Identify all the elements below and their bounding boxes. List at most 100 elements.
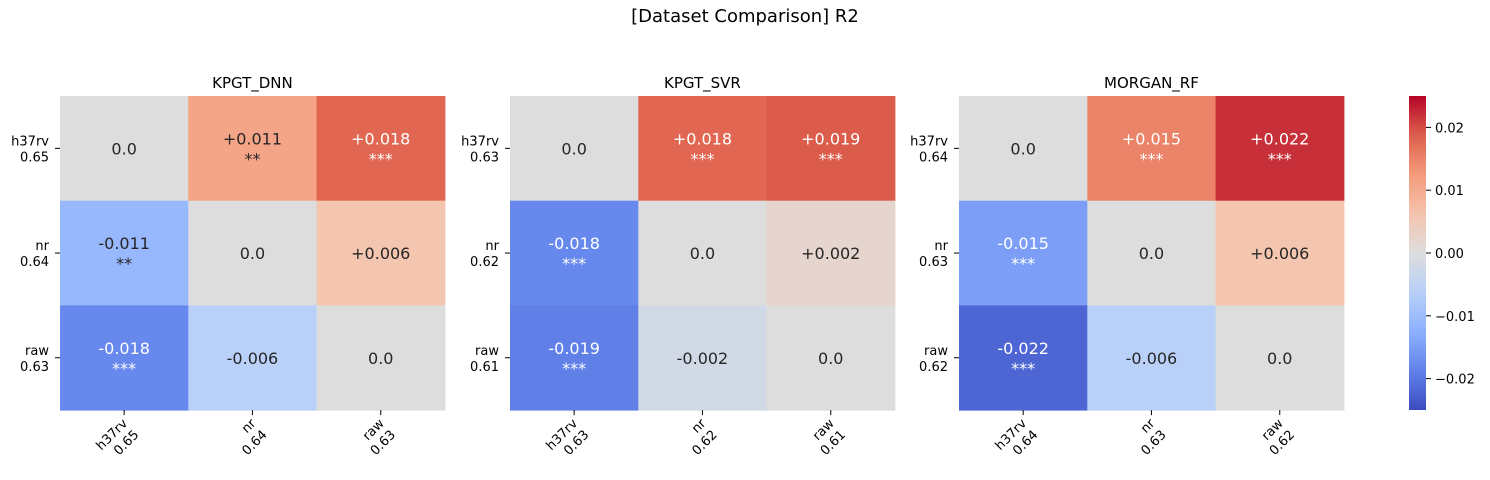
cell-label: 0.0 [561, 139, 586, 158]
heatmap-cell [316, 305, 446, 411]
significance-label: *** [1268, 149, 1292, 168]
y-tick-value: 0.65 [20, 150, 49, 165]
y-tick-value: 0.63 [919, 255, 948, 270]
cell-label: 0.0 [111, 139, 136, 158]
heatmap-cell [316, 200, 446, 306]
cell-label: +0.006 [351, 244, 410, 263]
heatmap-cell [638, 200, 768, 306]
y-tick-value: 0.64 [919, 150, 948, 165]
y-tick-label: raw [924, 344, 948, 359]
significance-label: *** [1139, 149, 1163, 168]
colorbar-tick-label: 0.01 [1435, 184, 1464, 199]
significance-label: *** [819, 149, 843, 168]
cell-label: -0.022 [997, 339, 1049, 358]
heatmap-cell [1087, 96, 1217, 202]
heatmap-cell [510, 200, 639, 306]
cell-label: -0.006 [227, 349, 279, 368]
y-tick-label: nr [485, 239, 499, 254]
cell-label: 0.0 [818, 349, 843, 368]
heatmap-cell [1087, 200, 1217, 306]
x-tick-group: nr0.62 [689, 416, 721, 459]
heatmap-cell [60, 305, 189, 411]
y-tick-value: 0.63 [470, 150, 499, 165]
cell-label: +0.018 [673, 129, 732, 148]
cell-label: 0.0 [1010, 139, 1035, 158]
significance-label: *** [1011, 359, 1035, 378]
heatmap-panel: MORGAN_RF0.0+0.015***+0.022***-0.015***0… [910, 74, 1345, 459]
heatmap-panel: KPGT_SVR0.0+0.018***+0.019***-0.018***0.… [461, 74, 896, 459]
heatmap-cell [638, 305, 768, 411]
heatmap-cell [510, 96, 639, 202]
colorbar-tick-label: −0.02 [1435, 373, 1475, 388]
heatmap-cell [60, 96, 189, 202]
cell-label: +0.018 [351, 129, 410, 148]
y-tick-label: nr [35, 239, 49, 254]
heatmap-cell [1087, 305, 1217, 411]
significance-label: *** [112, 359, 136, 378]
cell-label: -0.015 [997, 234, 1049, 253]
cell-label: 0.0 [1267, 349, 1292, 368]
significance-label: *** [562, 254, 586, 273]
colorbar-tick-label: 0.02 [1435, 121, 1464, 136]
cell-label: -0.019 [548, 339, 600, 358]
y-tick-label: raw [25, 344, 49, 359]
figure-suptitle: [Dataset Comparison] R2 [631, 6, 859, 27]
panel-title: KPGT_DNN [212, 74, 293, 93]
cell-label: +0.019 [801, 129, 860, 148]
panel-title: MORGAN_RF [1104, 74, 1199, 93]
cell-label: +0.011 [223, 129, 282, 148]
heatmap-cell [188, 200, 318, 306]
cell-label: -0.006 [1126, 349, 1178, 368]
cell-label: 0.0 [690, 244, 715, 263]
significance-label: ** [244, 149, 260, 168]
cell-label: +0.015 [1122, 129, 1181, 148]
x-tick-group: nr0.64 [239, 416, 271, 459]
y-tick-label: h37rv [11, 134, 49, 149]
heatmap-cell [766, 96, 896, 202]
cell-label: +0.006 [1250, 244, 1309, 263]
cell-label: -0.018 [548, 234, 600, 253]
heatmap-cell [766, 305, 896, 411]
heatmap-cell [188, 305, 318, 411]
y-tick-value: 0.63 [20, 360, 49, 375]
y-tick-label: nr [934, 239, 948, 254]
heatmap-cell [766, 200, 896, 306]
heatmap-cell [959, 305, 1088, 411]
significance-label: *** [690, 149, 714, 168]
cell-label: +0.002 [801, 244, 860, 263]
y-tick-label: h37rv [461, 134, 499, 149]
y-tick-value: 0.64 [20, 255, 49, 270]
y-tick-label: h37rv [910, 134, 948, 149]
cell-label: -0.002 [677, 349, 729, 368]
cell-label: -0.011 [98, 234, 150, 253]
significance-label: ** [116, 254, 132, 273]
cell-label: 0.0 [240, 244, 265, 263]
cell-label: 0.0 [368, 349, 393, 368]
cell-label: -0.018 [98, 339, 150, 358]
significance-label: *** [562, 359, 586, 378]
heatmap-cell [510, 305, 639, 411]
cell-label: +0.022 [1250, 129, 1309, 148]
heatmap-cell [959, 200, 1088, 306]
significance-label: *** [1011, 254, 1035, 273]
significance-label: *** [369, 149, 393, 168]
y-tick-value: 0.62 [919, 360, 948, 375]
colorbar-tick-label: −0.01 [1435, 310, 1475, 325]
y-tick-label: raw [475, 344, 499, 359]
heatmap-cell [188, 96, 318, 202]
y-tick-value: 0.61 [470, 360, 499, 375]
heatmap-cell [316, 96, 446, 202]
colorbar: −0.02 −0.01 0.00 0.01 0.02 [1409, 96, 1475, 410]
heatmap-cell [1215, 200, 1345, 306]
cell-label: 0.0 [1139, 244, 1164, 263]
colorbar-tick-label: 0.00 [1435, 247, 1464, 262]
heatmap-cell [60, 200, 189, 306]
